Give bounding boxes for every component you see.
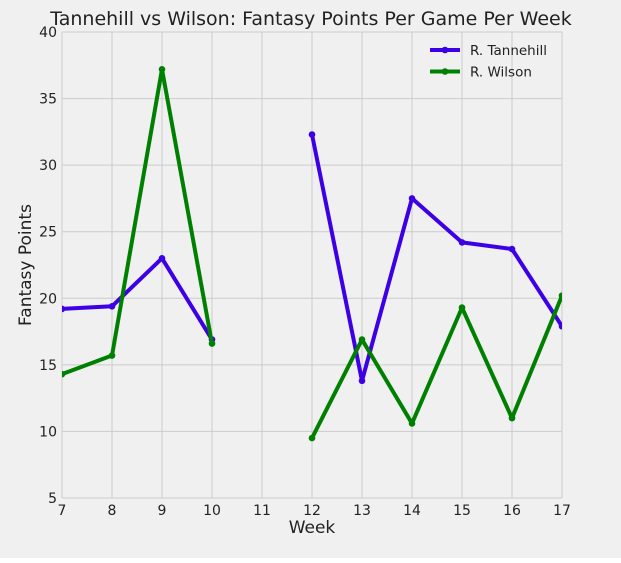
tick-labels: 7 8 9 10 11 12 13 14 15 16 17 5 10 15 20 25 30 35 40 <box>39 25 571 519</box>
data-point <box>408 420 416 427</box>
y-tick-label: 25 <box>39 225 57 241</box>
data-point <box>208 340 216 347</box>
data-point <box>458 239 466 246</box>
series-line <box>310 294 562 439</box>
data-point <box>108 352 116 359</box>
data-point <box>358 336 366 343</box>
x-tick-label: 10 <box>203 503 221 519</box>
data-point <box>458 304 466 311</box>
y-tick-label: 35 <box>39 92 57 108</box>
y-tick-label: 40 <box>39 25 57 41</box>
data-point <box>358 377 366 385</box>
data-point <box>558 322 562 330</box>
data-point <box>62 370 66 378</box>
data-point <box>508 414 516 422</box>
x-tick-label: 15 <box>453 503 471 519</box>
series-2 <box>62 65 562 442</box>
y-tick-label: 5 <box>48 491 57 507</box>
series-line <box>310 134 562 383</box>
series-layer <box>62 65 562 442</box>
x-tick-label: 12 <box>303 503 321 519</box>
series-line <box>62 67 214 377</box>
y-tick-label: 20 <box>39 291 57 307</box>
series-1 <box>62 131 562 385</box>
chart-title: Tannehill vs Wilson: Fantasy Points Per … <box>49 8 571 30</box>
data-point <box>158 65 166 73</box>
x-tick-label: 11 <box>253 503 271 519</box>
x-tick-label: 17 <box>553 503 571 519</box>
series-line <box>62 256 214 341</box>
y-axis-label: Fantasy Points <box>16 204 36 326</box>
x-tick-label: 9 <box>158 503 167 519</box>
y-tick-label: 10 <box>39 424 57 440</box>
x-axis-label: Week <box>289 518 336 538</box>
data-point <box>558 292 562 299</box>
legend-label: R. Wilson <box>470 65 532 81</box>
legend-marker <box>441 46 449 54</box>
x-tick-label: 14 <box>403 503 421 519</box>
legend-marker <box>441 68 449 75</box>
data-point <box>158 255 166 262</box>
x-tick-label: 7 <box>58 503 67 519</box>
x-tick-label: 16 <box>503 503 521 519</box>
data-point <box>62 305 66 313</box>
data-point <box>508 245 516 253</box>
data-point <box>408 195 416 202</box>
x-tick-label: 8 <box>108 503 117 519</box>
data-point <box>108 302 116 310</box>
y-tick-label: 15 <box>39 358 57 374</box>
x-tick-label: 13 <box>353 503 371 519</box>
data-point <box>308 131 316 138</box>
data-point <box>308 434 316 442</box>
legend: R. Tannehill R. Wilson <box>430 43 547 81</box>
legend-label: R. Tannehill <box>470 43 547 59</box>
y-tick-label: 30 <box>39 158 57 174</box>
